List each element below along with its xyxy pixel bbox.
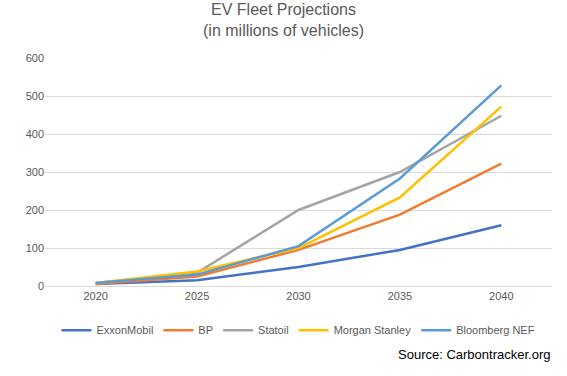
svg-text:2020: 2020: [83, 290, 107, 302]
svg-text:2040: 2040: [489, 290, 513, 302]
svg-text:Bloomberg NEF: Bloomberg NEF: [456, 324, 535, 336]
svg-text:2035: 2035: [388, 290, 412, 302]
svg-text:2030: 2030: [286, 290, 310, 302]
svg-text:Source: Carbontracker.org: Source: Carbontracker.org: [398, 347, 550, 362]
svg-text:600: 600: [26, 52, 44, 64]
svg-text:300: 300: [26, 166, 44, 178]
svg-text:EV Fleet Projections(in millio: EV Fleet Projections(in millions of vehi…: [203, 1, 364, 39]
svg-text:BP: BP: [198, 324, 213, 336]
svg-text:Statoil: Statoil: [258, 324, 289, 336]
svg-text:100: 100: [26, 242, 44, 254]
svg-text:500: 500: [26, 90, 44, 102]
svg-text:Morgan Stanley: Morgan Stanley: [334, 324, 412, 336]
svg-text:0: 0: [38, 280, 44, 292]
svg-text:ExxonMobil: ExxonMobil: [97, 324, 154, 336]
svg-text:400: 400: [26, 128, 44, 140]
svg-text:200: 200: [26, 204, 44, 216]
svg-text:2025: 2025: [185, 290, 209, 302]
